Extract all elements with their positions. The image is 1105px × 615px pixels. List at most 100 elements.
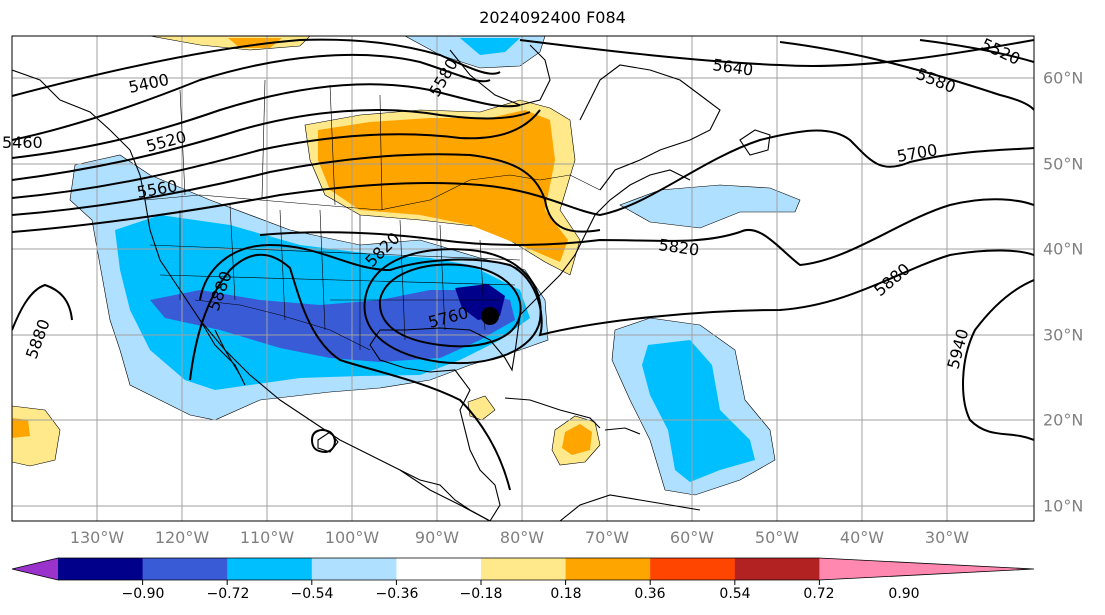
contour-5580 <box>12 109 541 199</box>
contour-5880-west <box>12 283 73 331</box>
colorbar-tick-label: −0.54 <box>290 586 334 602</box>
lon-label: 30°W <box>924 528 970 547</box>
colorbar <box>11 557 1035 585</box>
alaska <box>12 69 61 101</box>
lon-label: 70°W <box>584 528 630 547</box>
lon-label: 50°W <box>754 528 800 547</box>
lat-label: 10°N <box>1043 496 1084 516</box>
colorbar-segment <box>311 558 397 580</box>
contour-5700 <box>12 129 1034 233</box>
contour-5580-east <box>779 41 1034 111</box>
contour-ring-pacific <box>310 429 336 454</box>
lon-label: 110°W <box>239 528 295 547</box>
lon-label: 40°W <box>839 528 885 547</box>
anomaly-shading <box>12 36 801 496</box>
negative-anomaly-caribbean-medium <box>642 340 755 482</box>
us-canada-border <box>144 174 601 211</box>
contour-label: 5880 <box>870 259 913 300</box>
contour-5460 <box>12 53 491 141</box>
contour-5560 <box>12 109 531 181</box>
state-lines-1 <box>179 204 486 350</box>
negative-anomaly-northeast-atlantic <box>619 184 801 229</box>
contour-5640-top <box>519 39 1034 67</box>
lon-label: 80°W <box>499 528 545 547</box>
hispaniola <box>604 427 641 435</box>
colorbar-segment <box>734 558 820 580</box>
positive-anomaly-top-orange <box>228 38 282 48</box>
contour-5400 <box>12 38 501 97</box>
state-lines-2 <box>149 244 521 301</box>
colorbar-segment <box>142 558 228 580</box>
contour-label: 5640 <box>711 55 754 79</box>
lat-lon-grid <box>12 36 1034 521</box>
colorbar-tick-label: −0.18 <box>459 586 503 602</box>
colorbar-tick-label: 0.18 <box>550 586 582 602</box>
south-america <box>559 494 701 521</box>
colorbar-tick-label: 0.72 <box>803 586 835 602</box>
contour-5520-east <box>919 39 1034 63</box>
lon-label: 100°W <box>324 528 380 547</box>
contour-label: 5880 <box>22 317 54 362</box>
baja <box>199 319 246 386</box>
positive-anomaly-pacific-orange <box>12 418 30 438</box>
hudson-bay <box>449 44 551 106</box>
storm-center-marker <box>481 307 499 325</box>
contour-label: 5820 <box>657 235 700 259</box>
contour-label: 5400 <box>127 70 171 97</box>
colorbar-outline <box>11 557 1035 581</box>
colorbar-tick-label: −0.72 <box>206 586 250 602</box>
colorbar-tick-label: 0.36 <box>634 586 666 602</box>
lat-label: 60°N <box>1043 68 1084 88</box>
contour-5880 <box>199 243 1034 337</box>
west-coast <box>59 99 491 521</box>
lat-label: 20°N <box>1043 410 1084 430</box>
colorbar-segment <box>227 558 313 580</box>
newfoundland <box>739 129 771 156</box>
colorbar-extension-max <box>819 558 1034 580</box>
canada-east <box>579 64 721 191</box>
colorbar-segment <box>396 558 482 580</box>
positive-anomaly-great-lakes <box>318 110 568 262</box>
height-contours <box>12 38 1034 491</box>
colorbar-segment <box>58 558 144 580</box>
contour-5640-a <box>12 153 601 233</box>
lat-label: 50°N <box>1043 154 1084 174</box>
colorbar-tick-label: 0.90 <box>888 586 920 602</box>
contour-5940 <box>962 279 1034 441</box>
lon-label: 130°W <box>69 528 125 547</box>
colorbar-segment <box>565 558 651 580</box>
cuba <box>504 397 601 429</box>
coastlines <box>12 44 771 521</box>
colorbar-segment <box>650 558 736 580</box>
contour-label: 5520 <box>978 34 1023 68</box>
map-title: 2024092400 F084 <box>479 8 626 27</box>
canada-provinces <box>179 79 383 211</box>
contour-5880-mex <box>189 253 511 491</box>
contour-label: 5580 <box>914 64 959 97</box>
us-mexico-border <box>194 299 371 351</box>
colorbar-tick-label: −0.36 <box>375 586 419 602</box>
contour-label: 5700 <box>895 140 938 166</box>
lon-label: 120°W <box>154 528 210 547</box>
lat-label: 30°N <box>1043 325 1084 345</box>
colorbar-extension-min <box>12 558 58 580</box>
contour-label: 5460 <box>2 133 43 152</box>
colorbar-tick-label: −0.90 <box>121 586 165 602</box>
central-america <box>399 469 491 521</box>
map-frame <box>11 35 1035 522</box>
gulf-coast <box>369 169 691 521</box>
lon-label: 60°W <box>669 528 715 547</box>
colorbar-segment <box>481 558 567 580</box>
colorbar-tick-label: 0.54 <box>719 586 751 602</box>
positive-anomaly-gulf-small <box>467 395 496 421</box>
positive-anomaly-cuba-orange <box>562 424 592 455</box>
contour-low-ring-1 <box>378 263 522 348</box>
contour-5820 <box>259 198 1034 267</box>
contour-5520 <box>12 83 521 159</box>
lat-label: 40°N <box>1043 239 1084 259</box>
contour-low-ring-2 <box>363 248 542 365</box>
negative-anomaly-dark-southwest <box>150 290 515 362</box>
negative-anomaly-top-medium <box>460 38 520 55</box>
lon-label: 90°W <box>414 528 460 547</box>
